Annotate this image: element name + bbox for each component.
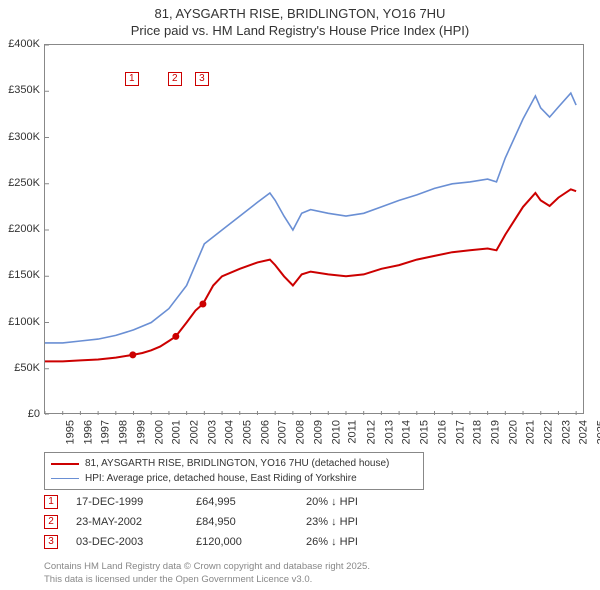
y-tick-label: £300K — [0, 131, 40, 143]
transaction-pct: 23% ↓ HPI — [306, 516, 406, 528]
transaction-date: 03-DEC-2003 — [76, 536, 196, 548]
x-tick-label: 2022 — [543, 420, 555, 444]
title-line-2: Price paid vs. HM Land Registry's House … — [0, 23, 600, 40]
x-tick-label: 2025 — [596, 420, 600, 444]
x-tick-label: 2011 — [347, 420, 359, 444]
y-tick-label: £400K — [0, 38, 40, 50]
transaction-pct: 26% ↓ HPI — [306, 536, 406, 548]
x-tick-label: 1997 — [100, 420, 112, 444]
legend-item: 81, AYSGARTH RISE, BRIDLINGTON, YO16 7HU… — [51, 456, 417, 471]
x-tick-label: 2019 — [489, 420, 501, 444]
marker-dot — [199, 301, 206, 308]
series-hpi — [45, 93, 576, 343]
legend-label: HPI: Average price, detached house, East… — [85, 471, 357, 486]
legend-swatch — [51, 463, 79, 465]
y-tick-label: £200K — [0, 223, 40, 235]
title-line-1: 81, AYSGARTH RISE, BRIDLINGTON, YO16 7HU — [0, 6, 600, 23]
transaction-date: 23-MAY-2002 — [76, 516, 196, 528]
footnote-line-2: This data is licensed under the Open Gov… — [44, 574, 370, 586]
transaction-row: 2 23-MAY-2002£84,95023% ↓ HPI — [44, 512, 406, 532]
marker-dot — [129, 351, 136, 358]
x-tick-label: 2002 — [188, 420, 200, 444]
transaction-marker: 1 — [44, 495, 58, 509]
chart-container: 81, AYSGARTH RISE, BRIDLINGTON, YO16 7HU… — [0, 0, 600, 590]
y-tick-label: £350K — [0, 84, 40, 96]
x-tick-label: 1996 — [82, 420, 94, 444]
x-tick-label: 2000 — [153, 420, 165, 444]
transaction-row: 1 17-DEC-1999£64,99520% ↓ HPI — [44, 492, 406, 512]
x-tick-label: 2001 — [171, 420, 183, 444]
x-tick-label: 2021 — [525, 420, 537, 444]
transaction-row: 3 03-DEC-2003£120,00026% ↓ HPI — [44, 532, 406, 552]
x-tick-label: 2012 — [365, 420, 377, 444]
legend-swatch — [51, 478, 79, 479]
x-tick-label: 2009 — [312, 420, 324, 444]
y-tick-label: £0 — [0, 408, 40, 420]
chart-plot-area — [44, 44, 584, 414]
x-tick-label: 2018 — [472, 420, 484, 444]
x-tick-label: 1998 — [118, 420, 130, 444]
transaction-price: £120,000 — [196, 536, 306, 548]
legend-item: HPI: Average price, detached house, East… — [51, 471, 417, 486]
series-price_paid — [45, 189, 576, 361]
x-tick-label: 2020 — [507, 420, 519, 444]
y-tick-label: £150K — [0, 269, 40, 281]
legend-label: 81, AYSGARTH RISE, BRIDLINGTON, YO16 7HU… — [85, 456, 389, 471]
marker-dot — [172, 333, 179, 340]
x-tick-label: 2004 — [224, 420, 236, 444]
chart-marker-3: 3 — [195, 72, 209, 86]
footnote: Contains HM Land Registry data © Crown c… — [44, 561, 370, 586]
title-block: 81, AYSGARTH RISE, BRIDLINGTON, YO16 7HU… — [0, 0, 600, 40]
transactions-table: 1 17-DEC-1999£64,99520% ↓ HPI 2 23-MAY-2002… — [44, 492, 406, 552]
x-tick-label: 2006 — [259, 420, 271, 444]
transaction-pct: 20% ↓ HPI — [306, 496, 406, 508]
x-tick-label: 1999 — [135, 420, 147, 444]
x-tick-label: 2010 — [330, 420, 342, 444]
x-tick-label: 2014 — [401, 420, 413, 444]
x-tick-label: 2008 — [295, 420, 307, 444]
x-tick-label: 2013 — [383, 420, 395, 444]
chart-marker-2: 2 — [168, 72, 182, 86]
x-tick-label: 2017 — [454, 420, 466, 444]
legend: 81, AYSGARTH RISE, BRIDLINGTON, YO16 7HU… — [44, 452, 424, 490]
x-tick-label: 2016 — [436, 420, 448, 444]
footnote-line-1: Contains HM Land Registry data © Crown c… — [44, 561, 370, 573]
transaction-price: £84,950 — [196, 516, 306, 528]
transaction-date: 17-DEC-1999 — [76, 496, 196, 508]
x-tick-label: 2023 — [560, 420, 572, 444]
transaction-marker: 2 — [44, 515, 58, 529]
x-tick-label: 2007 — [277, 420, 289, 444]
x-tick-label: 1995 — [64, 420, 76, 444]
x-tick-label: 2005 — [242, 420, 254, 444]
x-tick-label: 2003 — [206, 420, 218, 444]
x-tick-label: 2024 — [578, 420, 590, 444]
transaction-marker: 3 — [44, 535, 58, 549]
transaction-price: £64,995 — [196, 496, 306, 508]
x-tick-label: 2015 — [419, 420, 431, 444]
chart-svg — [45, 45, 585, 415]
y-tick-label: £100K — [0, 316, 40, 328]
chart-marker-1: 1 — [125, 72, 139, 86]
y-tick-label: £50K — [0, 362, 40, 374]
y-tick-label: £250K — [0, 177, 40, 189]
